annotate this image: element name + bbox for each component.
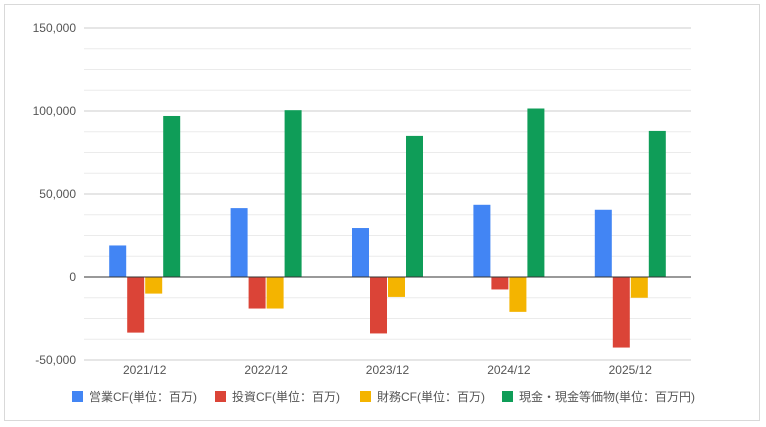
legend-item[interactable]: 現金・現金等価物(単位：百万円) [502, 389, 695, 404]
legend-label: 現金・現金等価物(単位：百万円) [519, 389, 695, 404]
bar [266, 277, 284, 309]
y-tick-label: 150,000 [33, 21, 77, 35]
bar [388, 277, 405, 297]
legend-item[interactable]: 営業CF(単位：百万) [72, 389, 197, 404]
legend-item[interactable]: 投資CF(単位：百万) [215, 389, 340, 404]
bar [630, 277, 648, 298]
grid-lines [84, 27, 691, 361]
y-tick-label: 50,000 [39, 187, 76, 201]
bar [284, 110, 302, 277]
bar [473, 204, 491, 277]
bar [491, 277, 509, 290]
legend-swatch [215, 391, 226, 402]
x-tick-label: 2024/12 [487, 363, 531, 377]
legend-item[interactable]: 財務CF(単位：百万) [360, 389, 485, 404]
legend-swatch [72, 391, 83, 402]
legend-label: 財務CF(単位：百万) [377, 389, 485, 404]
bar [163, 115, 181, 277]
bar [527, 108, 545, 277]
y-tick-label: 0 [69, 270, 76, 284]
bar [248, 277, 266, 309]
legend: 営業CF(単位：百万) 投資CF(単位：百万) 財務CF(単位：百万) 現金・現金等価… [72, 389, 695, 404]
bar [612, 277, 630, 348]
bar [352, 228, 369, 277]
x-tick-label: 2023/12 [366, 363, 410, 377]
legend-swatch [502, 391, 513, 402]
legend-label: 投資CF(単位：百万) [232, 389, 340, 404]
axes: -50,000 0 50,000 100,000 150,000 2021/12 2022/… [33, 21, 691, 377]
bar [370, 277, 387, 334]
bar [127, 277, 145, 333]
x-tick-label: 2022/12 [244, 363, 288, 377]
y-tick-label: -50,000 [35, 353, 76, 367]
x-tick-label: 2025/12 [609, 363, 653, 377]
legend-label: 営業CF(単位：百万) [89, 389, 197, 404]
y-tick-label: 100,000 [33, 104, 77, 118]
chart-frame [4, 4, 760, 421]
bar [145, 277, 163, 294]
bar [230, 208, 248, 277]
bar [109, 245, 127, 277]
bar [406, 135, 423, 277]
x-tick-label: 2021/12 [123, 363, 167, 377]
bar [648, 130, 666, 277]
bar [509, 277, 527, 312]
bar [594, 209, 612, 277]
bars [109, 108, 666, 348]
legend-swatch [360, 391, 371, 402]
